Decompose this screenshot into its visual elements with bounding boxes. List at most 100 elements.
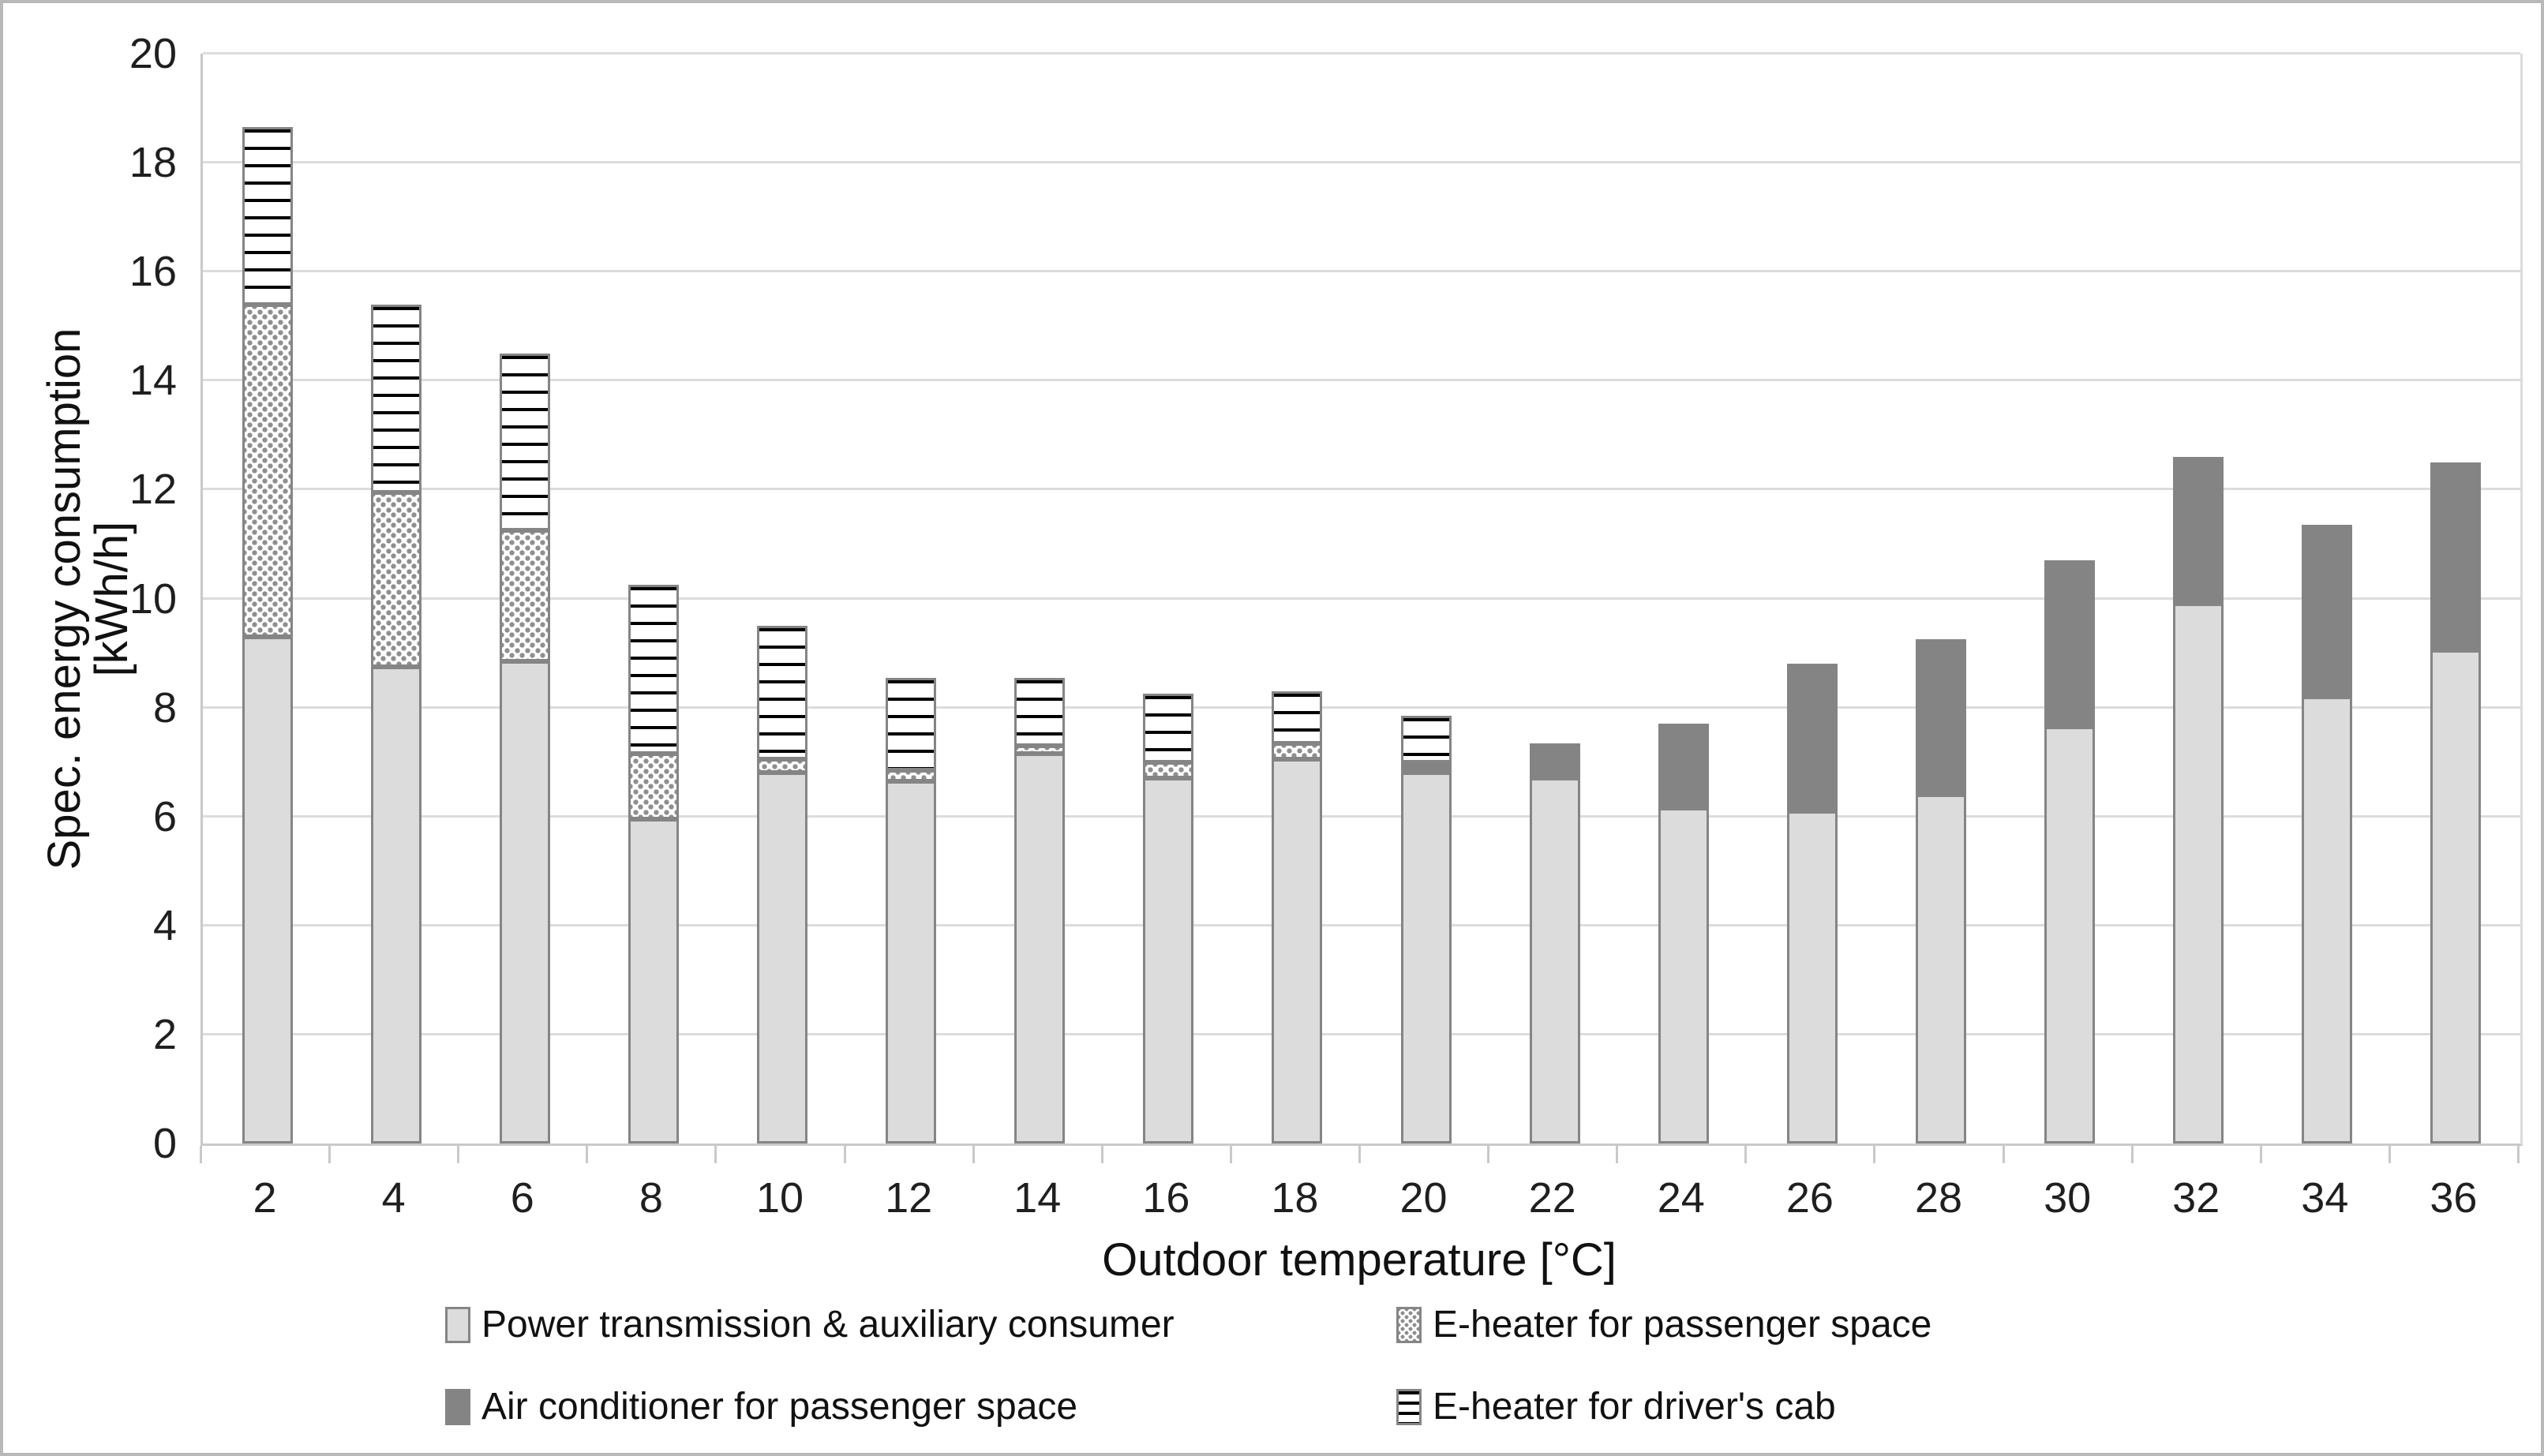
bar-segment [1014,677,1066,746]
bar-segment [757,759,807,773]
x-axis-tick-mark [586,1146,589,1163]
x-tick-label-24: 24 [1657,1174,1705,1222]
x-axis-tick-mark [1100,1146,1103,1163]
x-axis-tick-mark [328,1146,332,1163]
x-axis-tick-mark [1873,1146,1876,1163]
bar-segment [1916,795,1966,1143]
legend-label: E-heater for driver's cab [1433,1386,1836,1428]
legend-item-0: Power transmission & auxiliary consumer [445,1305,1175,1345]
bar-10 [757,626,807,1143]
bar-segment [499,530,550,661]
legend-swatch-icon [445,1307,470,1343]
y-tick-label-4: 4 [152,901,177,949]
bar-segment [2044,726,2096,1143]
bar-segment [1786,810,1838,1143]
bar-segment [886,770,937,781]
bar-segment [242,304,293,637]
bar-segment [242,636,293,1143]
bar-segment [2430,650,2482,1143]
x-axis-tick-mark [2517,1146,2520,1163]
x-tick-label-10: 10 [755,1174,804,1222]
bar-16 [1143,694,1194,1143]
x-axis-tick-mark [2130,1146,2134,1163]
y-tick-label-6: 6 [152,792,177,840]
x-tick-label-36: 36 [2430,1174,2478,1222]
legend-item-1: E-heater for passenger space [1396,1305,1931,1345]
bar-segment [628,585,679,754]
bar-segment [2430,462,2482,651]
legend-label: E-heater for passenger space [1433,1304,1932,1346]
bar-segment [1786,664,1838,811]
x-axis-tick-mark [2388,1146,2391,1163]
y-tick-label-2: 2 [152,1010,177,1058]
x-axis-tick-mark [457,1146,460,1163]
y-tick-label-14: 14 [129,357,177,405]
x-tick-label-12: 12 [885,1174,933,1222]
x-axis-title: Outdoor temperature [°C] [1102,1234,1617,1286]
bar-segment [1400,773,1452,1143]
bar-segment [757,773,807,1143]
legend-swatch-icon [1396,1389,1422,1425]
x-axis-tick-mark [200,1146,202,1163]
y-tick-label-0: 0 [152,1120,177,1167]
y-tick-label-12: 12 [129,466,177,514]
bar-22 [1529,743,1580,1143]
bar-segment [1400,715,1452,762]
bar-18 [1272,691,1323,1143]
bar-2 [242,127,293,1143]
x-tick-label-18: 18 [1271,1174,1319,1222]
bar-36 [2430,462,2482,1143]
bar-segment [242,127,293,305]
bar-24 [1658,724,1709,1143]
bar-8 [628,585,679,1143]
bar-segment [886,780,937,1143]
bar-14 [1014,677,1066,1143]
bar-26 [1786,664,1838,1143]
legend-swatch-icon [1396,1307,1422,1343]
x-axis-tick-mark [1358,1146,1361,1163]
x-tick-label-28: 28 [1914,1174,1963,1222]
bar-segment [886,677,937,771]
x-axis-tick-mark [1229,1146,1232,1163]
bar-segment [2302,696,2353,1143]
x-tick-label-34: 34 [2301,1174,2349,1222]
bar-28 [1916,639,1966,1143]
gridline-y-4 [203,923,2520,926]
bar-segment [1658,724,1709,809]
x-axis-tick-mark [2259,1146,2262,1163]
bar-segment [2173,604,2224,1143]
x-axis-tick-mark [1487,1146,1490,1163]
bar-segment [1916,639,1966,795]
x-axis-tick-mark [1616,1146,1619,1163]
x-tick-label-20: 20 [1399,1174,1448,1222]
x-tick-label-30: 30 [2044,1174,2092,1222]
bar-segment [1529,778,1580,1143]
bar-4 [370,304,422,1143]
x-axis-tick-mark [843,1146,846,1163]
bar-34 [2302,525,2353,1143]
bar-6 [499,353,550,1143]
legend-item-2: Air conditioner for passenger space [445,1387,1077,1427]
bar-segment [2302,525,2353,697]
legend-label: Air conditioner for passenger space [481,1386,1078,1428]
gridline-y-16 [203,270,2520,273]
y-tick-label-16: 16 [129,248,177,296]
bar-20 [1400,715,1452,1143]
gridline-y-18 [203,161,2520,164]
x-tick-label-4: 4 [381,1174,406,1222]
bar-segment [2044,560,2096,727]
x-tick-label-14: 14 [1013,1174,1062,1222]
bar-segment [1400,762,1452,773]
x-axis-tick-mark [2002,1146,2005,1163]
gridline-y-20 [203,52,2520,54]
y-tick-label-20: 20 [129,30,177,77]
y-tick-label-10: 10 [129,575,177,623]
bar-segment [370,492,422,667]
x-tick-label-32: 32 [2172,1174,2220,1222]
bar-segment [1529,743,1580,779]
bar-segment [499,353,550,531]
bar-segment [370,666,422,1143]
bar-segment [628,754,679,820]
gridline-y-2 [203,1032,2520,1035]
